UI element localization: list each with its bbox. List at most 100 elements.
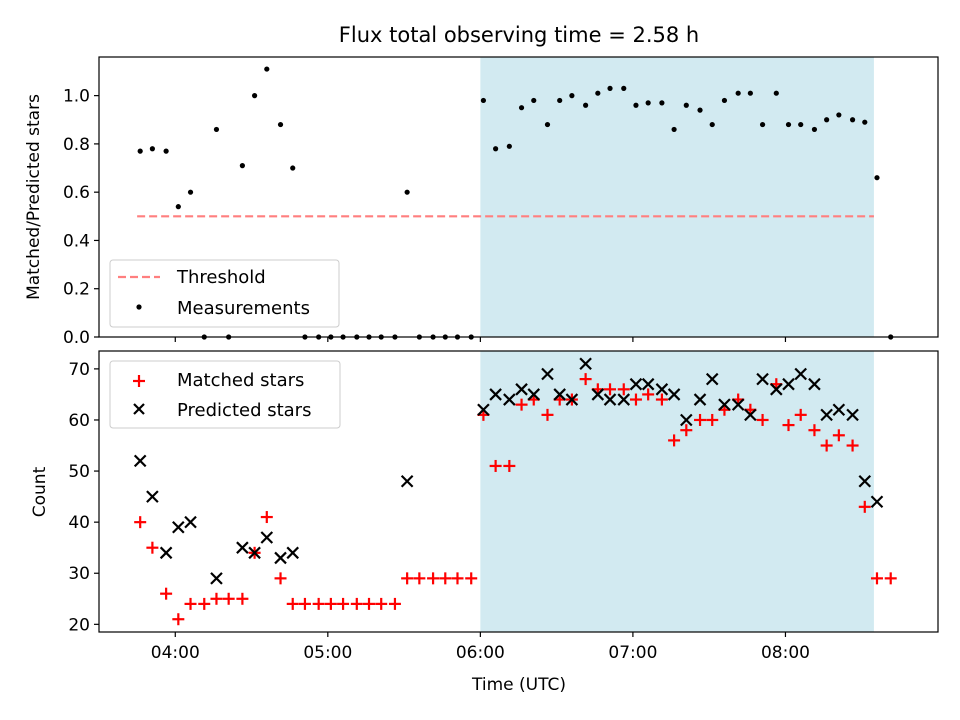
predicted-star-marker <box>744 408 757 422</box>
matched-star-marker <box>172 613 185 626</box>
matched-star-marker <box>579 373 592 386</box>
matched-star-marker <box>298 597 311 610</box>
y-tick-label: 30 <box>68 564 90 584</box>
measurement-point <box>659 100 665 106</box>
predicted-star-marker <box>541 367 554 381</box>
measurement-point <box>798 121 804 128</box>
matched-star-marker <box>465 572 478 585</box>
predicted-star-marker <box>858 475 872 488</box>
matched-star-marker <box>401 572 414 585</box>
predicted-star-marker <box>260 531 274 544</box>
measurement-point <box>671 126 677 133</box>
predicted-star-marker <box>172 520 185 534</box>
measurement-point <box>621 85 627 91</box>
matched-star-marker <box>706 413 719 426</box>
predicted-star-marker <box>655 383 669 396</box>
matched-star-marker <box>503 459 516 472</box>
predicted-star-marker <box>133 454 147 468</box>
measurement-point <box>544 121 551 128</box>
predicted-star-marker <box>286 546 300 560</box>
matched-star-marker <box>668 434 681 447</box>
top-legend-box <box>109 259 340 328</box>
measurement-point <box>721 97 728 104</box>
legend-measurements-label: Measurements <box>177 298 310 319</box>
measurement-point <box>607 85 613 91</box>
measurement-point <box>683 102 689 108</box>
matched-star-marker <box>629 393 642 406</box>
matched-star-marker <box>210 592 223 605</box>
legend-predicted-swatch <box>133 403 145 415</box>
legend-matched-label: Matched stars <box>177 370 304 391</box>
matched-star-marker <box>350 597 363 610</box>
matched-star-marker <box>515 398 528 411</box>
y-tick-label: 0.2 <box>63 280 90 300</box>
predicted-star-marker <box>553 388 566 401</box>
bottom-y-axis: 20 30 40 50 60 70 <box>68 360 99 635</box>
measurement-point <box>773 90 779 96</box>
matched-star-marker <box>260 511 273 524</box>
predicted-star-marker <box>641 377 655 391</box>
x-tick-label: 07:00 <box>608 643 657 663</box>
measurement-point <box>531 97 537 104</box>
measurement-point <box>759 121 766 128</box>
predicted-star-marker <box>477 403 490 417</box>
predicted-star-marker <box>794 367 807 381</box>
matched-star-marker <box>375 597 388 610</box>
measurement-point <box>264 66 270 72</box>
matched-star-marker <box>388 597 401 610</box>
measurement-point <box>747 90 753 96</box>
predicted-star-marker <box>770 383 783 396</box>
predicted-star-marker <box>782 377 795 391</box>
matched-star-marker <box>324 597 337 610</box>
y-tick-label: 50 <box>68 462 90 482</box>
matched-star-marker <box>160 587 173 600</box>
matched-star-marker <box>222 592 235 605</box>
bottom-legend: Matched stars Predicted stars <box>109 360 341 429</box>
predicted-star-marker <box>731 398 745 411</box>
y-tick-label: 60 <box>68 411 90 431</box>
measurement-point <box>557 97 563 104</box>
matched-star-marker <box>184 597 197 610</box>
matched-star-marker <box>439 572 452 585</box>
predicted-star-marker <box>693 393 707 406</box>
matched-star-marker <box>617 383 630 396</box>
measurement-point <box>811 126 818 133</box>
chart-title: Flux total observing time = 2.58 h <box>339 23 699 47</box>
predicted-star-marker <box>718 398 731 411</box>
top-panel: 0.0 0.2 0.4 0.6 0.8 1.0 Matched/Predicted sta… <box>24 56 939 348</box>
predicted-star-marker <box>146 490 159 503</box>
y-tick-label: 0.6 <box>63 183 90 203</box>
matched-star-marker <box>198 597 211 610</box>
predicted-star-marker <box>591 388 605 401</box>
measurement-point <box>175 204 181 210</box>
matched-star-marker <box>846 439 859 452</box>
measurement-point <box>404 189 410 195</box>
matched-star-marker <box>642 388 655 401</box>
predicted-star-marker <box>808 377 821 391</box>
matched-star-marker <box>808 424 821 437</box>
predicted-star-marker <box>579 357 592 371</box>
matched-star-marker <box>794 408 807 421</box>
measurement-point <box>735 90 741 96</box>
measurement-point <box>709 121 715 128</box>
matched-star-marker <box>782 419 795 432</box>
measurement-point <box>290 165 296 171</box>
predicted-star-marker <box>400 475 414 488</box>
x-tick-label: 06:00 <box>456 643 505 663</box>
measurement-point <box>633 102 639 108</box>
matched-star-marker <box>286 597 299 610</box>
legend-matched-swatch <box>133 375 145 387</box>
y-tick-label: 0.0 <box>63 328 90 348</box>
predicted-star-marker <box>846 408 859 422</box>
measurement-point <box>251 93 258 99</box>
measurement-point <box>163 148 169 154</box>
measurement-point <box>849 117 856 123</box>
matched-star-marker <box>655 393 668 406</box>
matched-star-marker <box>489 459 502 472</box>
predicted-star-marker <box>617 393 631 406</box>
measurement-point <box>149 146 155 152</box>
bottom-plot-frame <box>98 350 939 633</box>
top-x-ticks <box>174 337 787 342</box>
matched-star-marker <box>756 413 769 426</box>
top-y-axis: 0.0 0.2 0.4 0.6 0.8 1.0 <box>63 87 99 348</box>
